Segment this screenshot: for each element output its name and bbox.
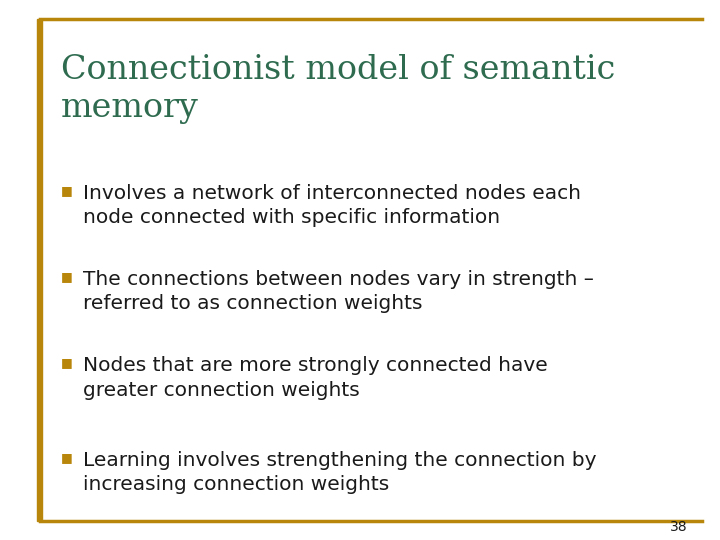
Bar <box>37 19 42 521</box>
Text: Learning involves strengthening the connection by
increasing connection weights: Learning involves strengthening the conn… <box>83 451 596 494</box>
Text: Nodes that are more strongly connected have
greater connection weights: Nodes that are more strongly connected h… <box>83 356 547 400</box>
Text: ■: ■ <box>61 356 73 369</box>
Text: 38: 38 <box>670 519 688 534</box>
Text: ■: ■ <box>61 184 73 197</box>
Text: The connections between nodes vary in strength –
referred to as connection weigh: The connections between nodes vary in st… <box>83 270 594 313</box>
Text: Involves a network of interconnected nodes each
node connected with specific inf: Involves a network of interconnected nod… <box>83 184 581 227</box>
Text: ■: ■ <box>61 451 73 464</box>
Text: ■: ■ <box>61 270 73 283</box>
Text: Connectionist model of semantic
memory: Connectionist model of semantic memory <box>61 54 616 124</box>
